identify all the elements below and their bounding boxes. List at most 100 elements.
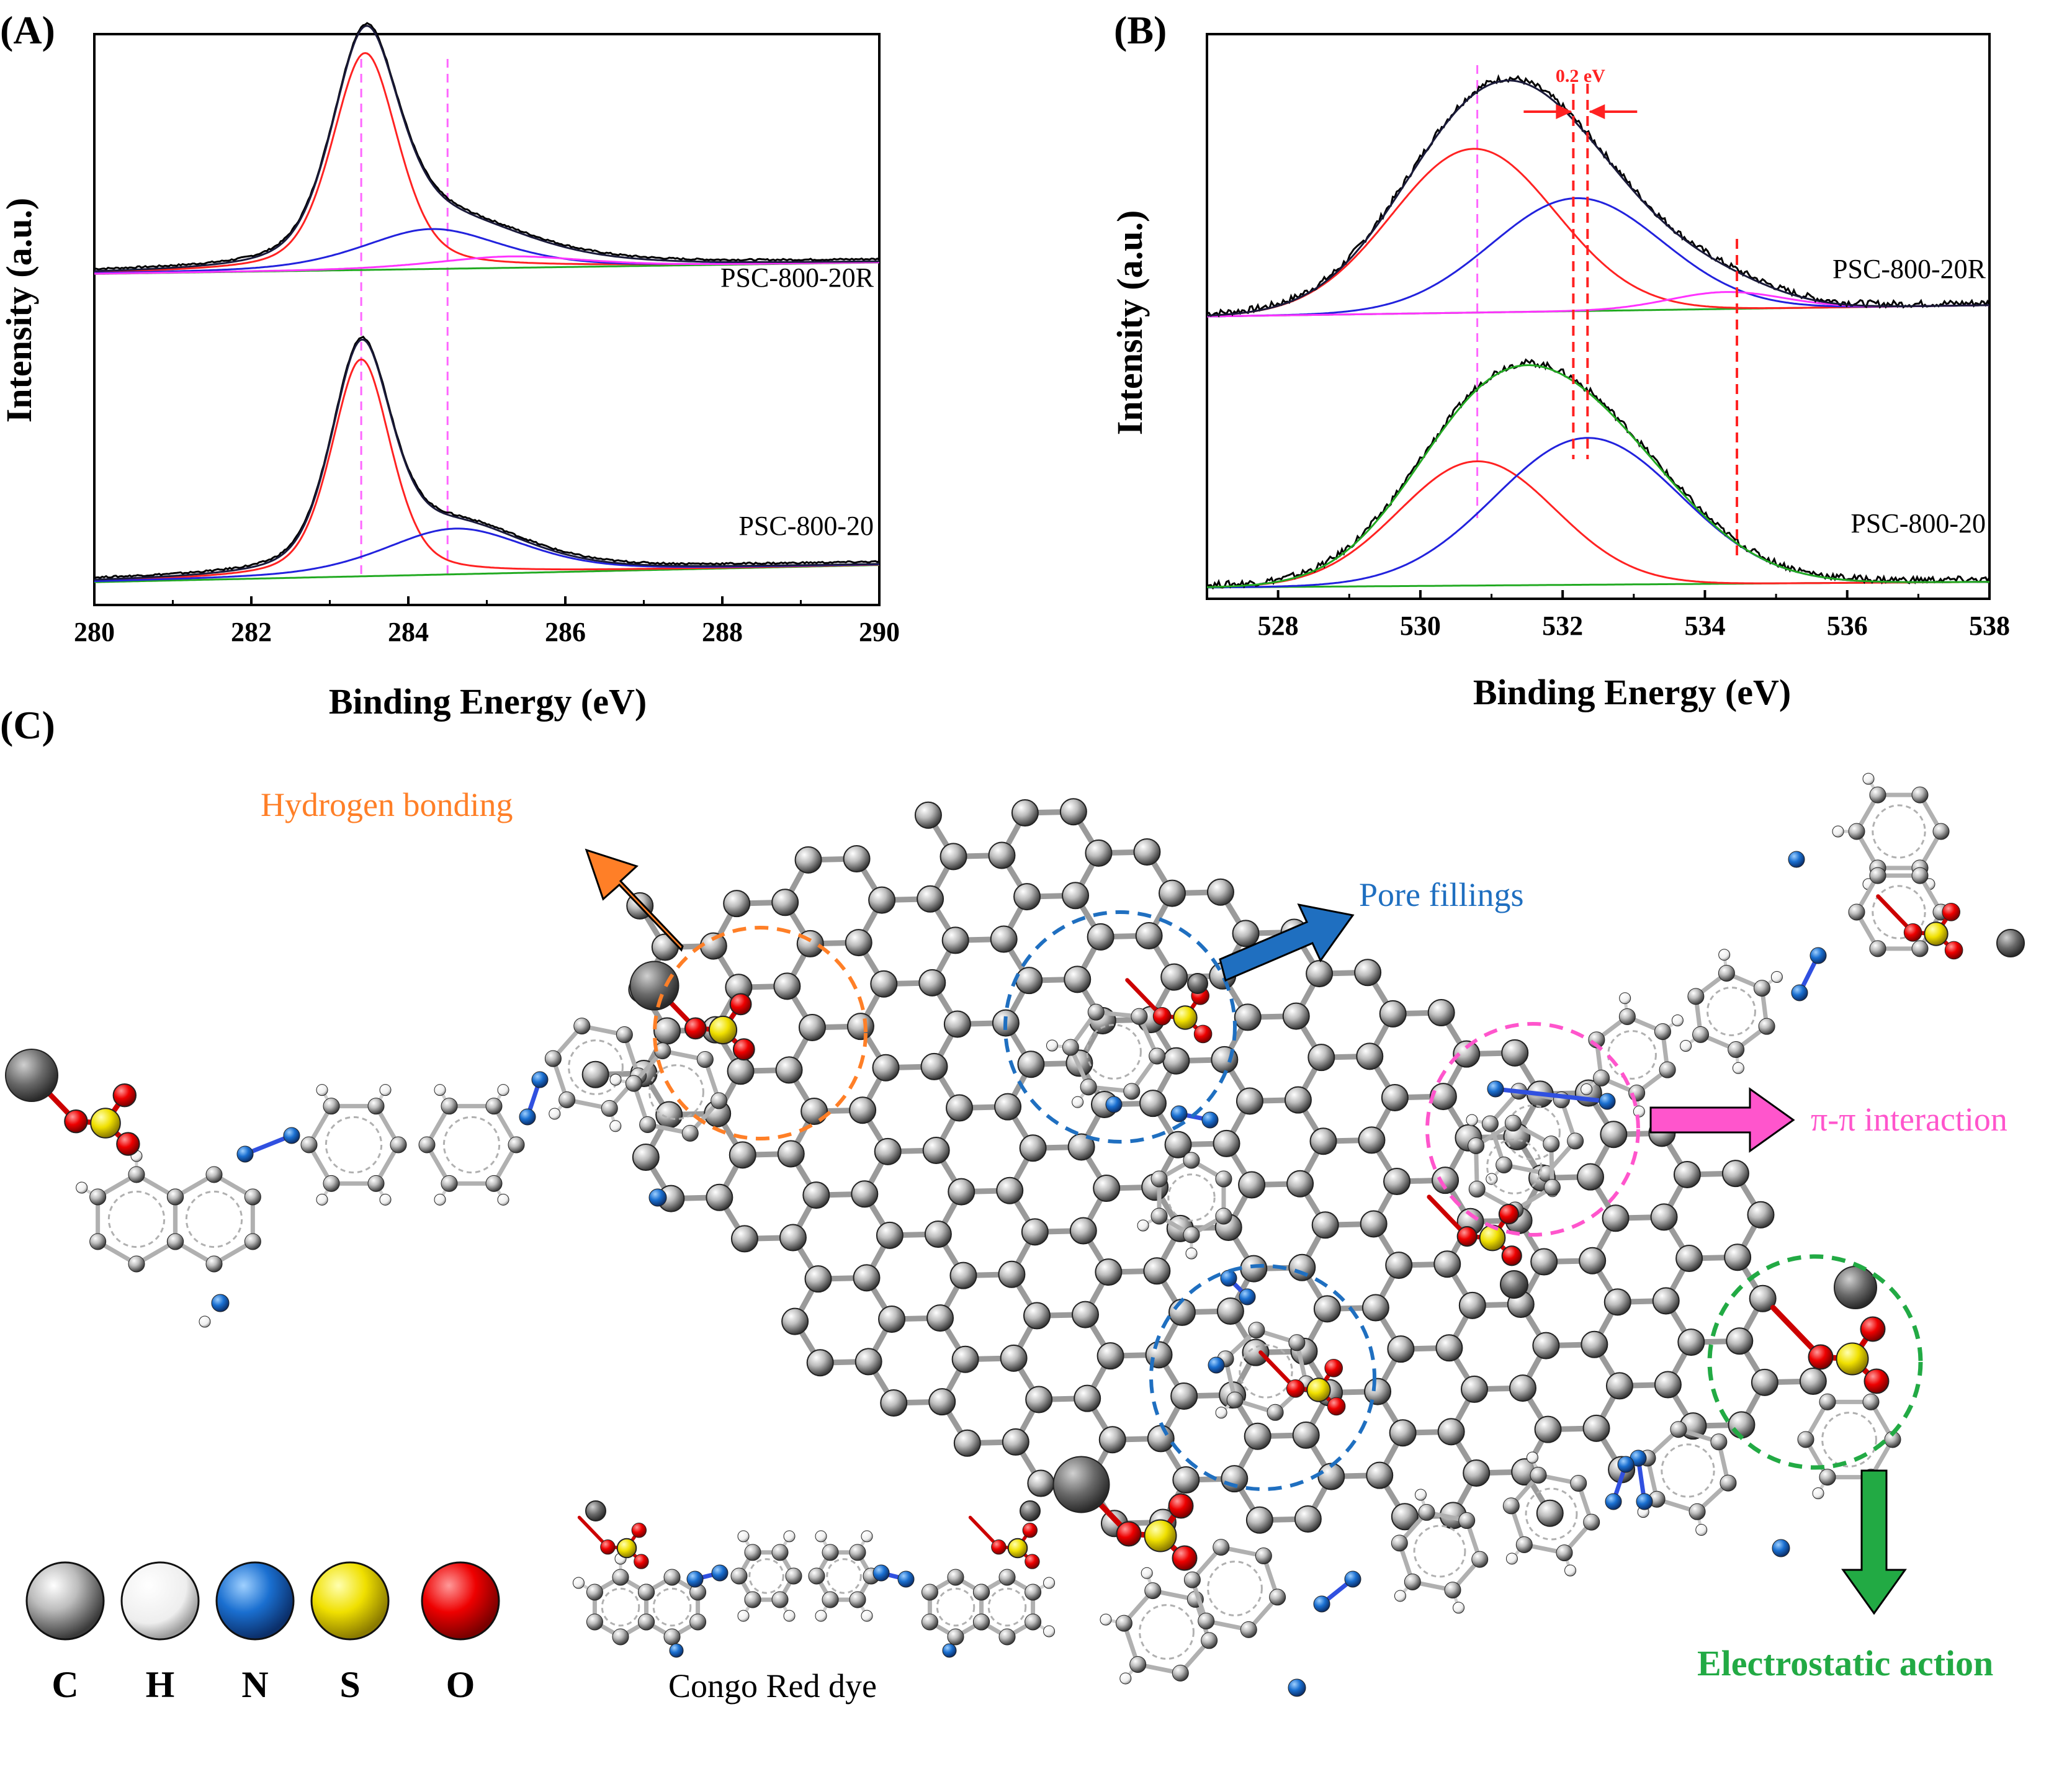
atom-c [1418,1503,1435,1521]
atom-c [323,1175,340,1192]
legend-atom-s-label: S [339,1664,360,1705]
graphene-carbon [773,972,801,1000]
pi-pi-arrow [1649,1087,1795,1153]
atom-c [89,1233,107,1250]
graphene-carbon [998,1260,1026,1288]
atom-c [367,1098,385,1115]
atom-c [1115,1615,1132,1632]
graphene-carbon [1509,1374,1536,1402]
atom-c [586,1613,603,1631]
graphene-carbon [854,1348,882,1376]
graphene-carbon [1313,1295,1341,1323]
graphene-carbon [1097,1342,1124,1370]
electrostatic-label: Electrostatic action [1697,1643,1993,1683]
atom-c [1911,940,1929,957]
atom-o [1022,1523,1038,1538]
atom-c [663,1628,681,1646]
atom-c [1869,786,1886,804]
atom-o [991,1539,1007,1555]
atom-c [1659,1061,1676,1078]
panel-b-xps-o1s: (B) 528 530 532 534 536 538 PSC-800-20R PSC-800… [1110,8,2010,712]
graphene-carbon [1379,1000,1407,1028]
atom-s [616,1538,637,1559]
atom-n [1208,1356,1225,1374]
graphene-carbon [1085,839,1113,867]
atom-h [1137,1219,1149,1232]
atom-c [947,1569,964,1586]
graphene-carbon [1139,1090,1167,1118]
atom-s [1007,1538,1028,1559]
atom-c [1710,1433,1728,1451]
atom-c [1911,786,1929,804]
graphene-carbon [1724,1243,1752,1271]
atom-c [573,1018,591,1035]
graphene-carbon [1242,1338,1270,1366]
graphene-carbon [1603,1288,1631,1316]
atom-c [1248,1322,1265,1339]
graphene-carbon [1170,1382,1198,1410]
atom-c [1269,1588,1286,1606]
atom-c [485,1175,503,1192]
x-tick-label: 534 [1684,611,1725,641]
graphene-carbon [794,846,822,874]
atom-n [1201,1111,1219,1129]
graphene-carbon [1728,1411,1756,1439]
panel-b-plot: 528 530 532 534 536 538 PSC-800-20R PSC-800-20 0… [1206,33,2010,641]
aromatic-circle [1505,1104,1561,1160]
graphene-carbon [706,1183,733,1211]
atom-o [1456,1226,1478,1247]
atom-bc [1020,1500,1041,1521]
graphene-carbon [948,1178,975,1206]
atom-c [744,1591,761,1608]
graphene-carbon [926,1304,954,1332]
atom-c [1183,1226,1200,1243]
graphene-carbon [1098,1426,1126,1454]
aromatic-circle [442,1116,501,1174]
atom-c [785,1567,802,1585]
graphene-carbon [917,885,944,913]
atom-o [1327,1397,1346,1416]
graphene-carbon [994,1093,1022,1121]
graphene-carbon [1582,1414,1610,1442]
atom-o [600,1539,616,1555]
atom-c [1797,1431,1814,1448]
atom-o [1193,1024,1213,1044]
graphene-carbon [1654,1371,1682,1399]
atom-h [1185,1247,1198,1260]
atom-h [783,1530,796,1543]
atom-c [696,1051,714,1068]
atom-o [1942,903,1960,921]
sample-label: PSC-800-20R [720,262,874,293]
dye-left [5,1049,549,1328]
atom-c [1183,1571,1201,1588]
atom-h [1043,1625,1056,1637]
fitted-peak-3 [94,255,879,275]
graphene-carbon [798,1013,826,1041]
atom-c [921,1613,938,1631]
atom-c [771,1591,789,1608]
atom-c [1848,823,1865,840]
graphene-carbon [1532,1332,1560,1360]
atom-o [1860,1316,1886,1342]
atom-c [1543,1136,1560,1153]
atom-h [1812,1487,1824,1500]
aromatic-circle [1821,1412,1877,1467]
aromatic-circle [1607,1030,1657,1080]
atom-c [1481,1115,1499,1132]
graphene-carbon [1437,1418,1465,1446]
atom-n [669,1643,684,1658]
atom-n [872,1564,890,1582]
graphene-carbon [1145,1341,1173,1369]
graphene-carbon [1294,1505,1322,1533]
atom-n [648,1188,667,1207]
pore-fillings-label: Pore fillings [1359,876,1524,913]
atom-c [1869,867,1886,884]
raw-spectrum [94,22,880,271]
atom-h [1394,1590,1406,1602]
graphene-carbon [1429,1083,1457,1111]
aromatic-circle [1086,1024,1142,1080]
atom-c [744,1544,761,1561]
graphene-carbon [988,841,1016,869]
graphene-carbon [1387,1335,1415,1363]
